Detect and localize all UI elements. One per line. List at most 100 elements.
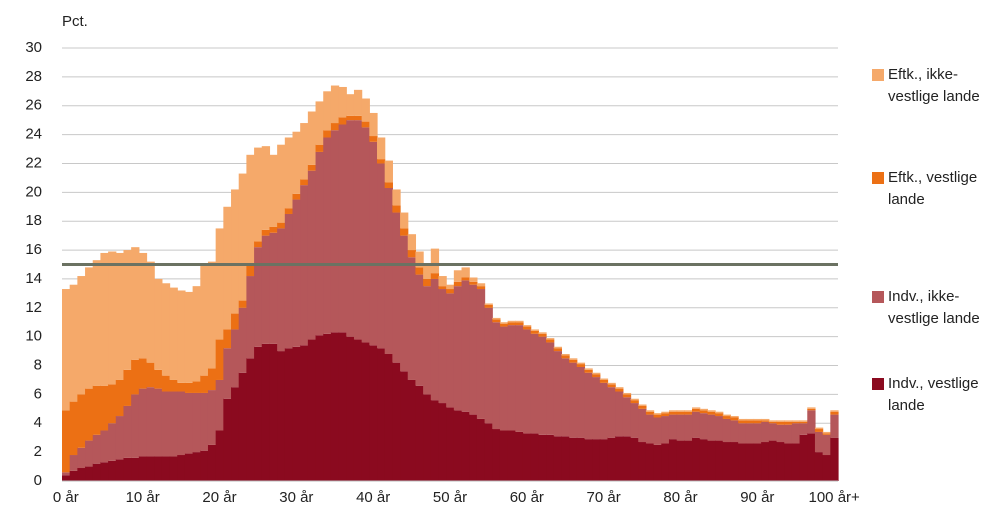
area-step: [392, 205, 401, 213]
area-step: [699, 410, 708, 414]
area-step: [638, 442, 647, 481]
area-step: [108, 423, 117, 461]
area-step: [515, 320, 524, 323]
area-step: [799, 421, 808, 424]
area-step: [62, 410, 71, 473]
area-step: [200, 392, 209, 451]
area-step: [553, 351, 563, 437]
area-step: [738, 443, 747, 481]
area-step: [768, 423, 778, 441]
area-step: [822, 433, 831, 435]
area-step: [653, 417, 662, 445]
area-step: [223, 329, 232, 349]
area-step: [822, 455, 831, 481]
legend-label: Indv., vestlige lande: [888, 375, 979, 414]
area-step: [146, 261, 155, 363]
area-step: [730, 442, 739, 481]
area-step: [323, 137, 332, 334]
area-step: [284, 208, 294, 214]
area-step: [492, 429, 501, 481]
area-step: [315, 335, 324, 481]
area-step: [814, 427, 824, 430]
area-step: [684, 414, 693, 441]
area-step: [108, 251, 117, 385]
area-step: [346, 336, 355, 481]
area-step: [100, 385, 109, 431]
area-step: [369, 141, 378, 346]
area-step: [607, 382, 616, 385]
area-step: [645, 414, 655, 444]
area-step: [684, 410, 693, 412]
area-step: [254, 346, 263, 481]
y-tick-label: 22: [25, 154, 42, 171]
area-step: [476, 286, 486, 290]
area-step: [492, 317, 501, 320]
area-step: [807, 407, 816, 409]
y-tick-label: 18: [25, 212, 42, 229]
area-step: [499, 430, 509, 481]
area-step: [423, 286, 432, 395]
area-step: [784, 421, 793, 425]
area-step: [599, 379, 609, 383]
area-step: [377, 163, 386, 349]
area-step: [576, 362, 586, 365]
area-step: [515, 431, 524, 481]
area-step: [369, 136, 378, 142]
area-step: [499, 322, 509, 324]
area-step: [231, 387, 240, 481]
area-step: [722, 418, 732, 443]
area-step: [438, 403, 447, 481]
area-step: [684, 440, 693, 481]
area-step: [184, 291, 194, 383]
area-step: [146, 362, 155, 388]
y-axis-label: Pct.: [62, 13, 88, 30]
y-tick-label: 30: [25, 39, 42, 56]
area-step: [330, 123, 340, 131]
area-step: [69, 401, 78, 456]
area-step: [292, 346, 301, 481]
legend-label: Eftk., vestlige lande: [888, 169, 978, 208]
area-step: [707, 440, 716, 481]
area-step: [415, 251, 424, 268]
area-step: [407, 234, 417, 251]
area-step: [261, 343, 271, 481]
area-step: [822, 434, 831, 456]
y-tick-label: 28: [25, 68, 42, 85]
area-step: [530, 433, 539, 481]
area-step: [830, 414, 839, 438]
area-step: [223, 348, 232, 399]
area-step: [799, 420, 808, 422]
x-tick-label: 100 år+: [809, 489, 861, 506]
x-tick-label: 50 år: [433, 489, 467, 506]
area-step: [776, 420, 785, 422]
area-step: [254, 147, 263, 242]
area-step: [315, 101, 324, 145]
area-step: [207, 368, 217, 391]
area-step: [484, 423, 493, 481]
area-step: [692, 437, 701, 481]
area-step: [62, 472, 71, 476]
area-step: [438, 289, 447, 404]
area-step: [69, 455, 78, 471]
area-step: [799, 434, 808, 481]
area-step: [730, 416, 739, 418]
x-tick-label: 0 år: [53, 489, 79, 506]
legend-label: Indv., ikke-vestlige lande: [888, 288, 980, 327]
area-step: [100, 430, 109, 463]
area-step: [592, 374, 601, 378]
area-step: [553, 348, 563, 352]
y-tick-label: 26: [25, 97, 42, 114]
area-step: [722, 442, 732, 481]
area-step: [184, 392, 194, 454]
area-step: [738, 418, 747, 421]
area-step: [546, 338, 555, 340]
x-tick-label: 80 år: [663, 489, 697, 506]
area-step: [338, 124, 347, 333]
area-step: [453, 281, 463, 287]
area-step: [461, 277, 470, 281]
area-step: [377, 137, 386, 160]
area-step: [384, 188, 393, 354]
area-step: [169, 391, 178, 457]
area-step: [830, 410, 839, 412]
area-step: [330, 332, 340, 481]
